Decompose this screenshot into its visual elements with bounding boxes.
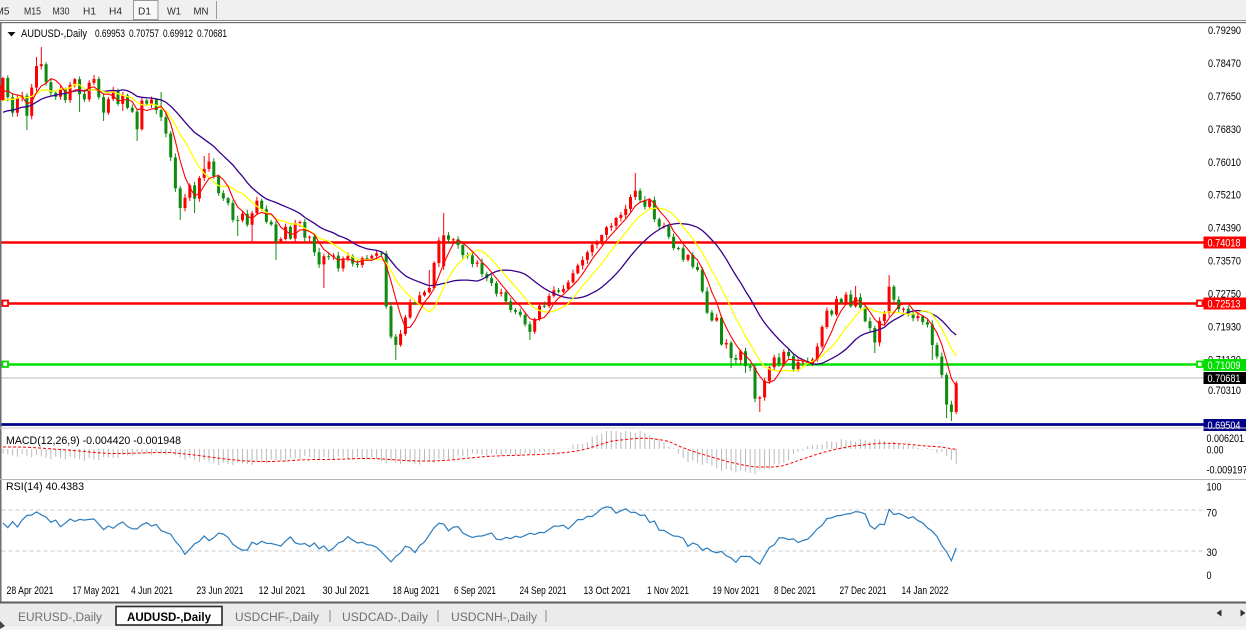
svg-text:W1: W1 bbox=[167, 6, 181, 18]
svg-text:AUDUSD-,Daily: AUDUSD-,Daily bbox=[21, 28, 87, 40]
svg-text:AUDUSD-,Daily: AUDUSD-,Daily bbox=[127, 612, 212, 624]
svg-text:27 Dec 2021: 27 Dec 2021 bbox=[840, 585, 887, 597]
svg-text:D1: D1 bbox=[138, 6, 151, 18]
svg-text:0.70681: 0.70681 bbox=[1208, 373, 1241, 385]
svg-text:8 Dec 2021: 8 Dec 2021 bbox=[774, 585, 816, 597]
svg-text:24 Sep 2021: 24 Sep 2021 bbox=[520, 585, 567, 597]
svg-text:0.00: 0.00 bbox=[1207, 445, 1224, 457]
svg-text:0.74390: 0.74390 bbox=[1208, 222, 1241, 234]
svg-text:0.78470: 0.78470 bbox=[1208, 58, 1241, 70]
svg-text:0.75210: 0.75210 bbox=[1208, 189, 1241, 201]
svg-text:RSI(14) 40.4383: RSI(14) 40.4383 bbox=[6, 481, 84, 493]
svg-text:0.006201: 0.006201 bbox=[1207, 433, 1245, 445]
svg-text:USDCNH-,Daily: USDCNH-,Daily bbox=[451, 612, 537, 624]
svg-text:0.71009: 0.71009 bbox=[1208, 360, 1241, 372]
svg-text:12 Jul 2021: 12 Jul 2021 bbox=[259, 585, 306, 597]
svg-text:USDCHF-,Daily: USDCHF-,Daily bbox=[235, 612, 319, 624]
svg-text:0.76010: 0.76010 bbox=[1208, 157, 1241, 169]
svg-text:USDCAD-,Daily: USDCAD-,Daily bbox=[342, 612, 428, 624]
svg-text:0.73570: 0.73570 bbox=[1208, 255, 1241, 267]
svg-text:0.70681: 0.70681 bbox=[197, 28, 227, 40]
svg-text:0.69504: 0.69504 bbox=[1208, 420, 1241, 432]
svg-text:4 Jun 2021: 4 Jun 2021 bbox=[131, 585, 173, 597]
svg-text:MN: MN bbox=[194, 6, 209, 18]
svg-text:23 Jun 2021: 23 Jun 2021 bbox=[197, 585, 244, 597]
svg-text:H1: H1 bbox=[83, 6, 96, 18]
svg-text:-0.009197: -0.009197 bbox=[1207, 464, 1246, 476]
svg-text:28 Apr 2021: 28 Apr 2021 bbox=[7, 585, 54, 597]
svg-text:0: 0 bbox=[1207, 570, 1212, 582]
svg-text:19 Nov 2021: 19 Nov 2021 bbox=[713, 585, 760, 597]
svg-text:0.72750: 0.72750 bbox=[1208, 288, 1241, 300]
svg-text:0.79290: 0.79290 bbox=[1208, 25, 1241, 37]
svg-text:100: 100 bbox=[1207, 482, 1222, 494]
svg-text:13 Oct 2021: 13 Oct 2021 bbox=[584, 585, 631, 597]
svg-text:17 May 2021: 17 May 2021 bbox=[73, 585, 120, 597]
svg-text:EURUSD-,Daily: EURUSD-,Daily bbox=[18, 612, 102, 624]
svg-text:14 Jan 2022: 14 Jan 2022 bbox=[902, 585, 949, 597]
svg-text:0.74018: 0.74018 bbox=[1208, 238, 1241, 250]
svg-text:MACD(12,26,9) -0.004420 -0.001: MACD(12,26,9) -0.004420 -0.001948 bbox=[6, 435, 181, 447]
svg-text:M15: M15 bbox=[24, 6, 41, 18]
svg-text:0.76830: 0.76830 bbox=[1208, 124, 1241, 136]
svg-text:M30: M30 bbox=[53, 6, 70, 18]
svg-text:0.71930: 0.71930 bbox=[1208, 321, 1241, 333]
svg-text:18 Aug 2021: 18 Aug 2021 bbox=[393, 585, 440, 597]
svg-text:0.69912: 0.69912 bbox=[163, 28, 193, 40]
svg-text:H4: H4 bbox=[109, 6, 122, 18]
svg-text:0.70757: 0.70757 bbox=[129, 28, 159, 40]
svg-text:0.69953: 0.69953 bbox=[95, 28, 125, 40]
svg-text:70: 70 bbox=[1207, 507, 1218, 519]
svg-text:6 Sep 2021: 6 Sep 2021 bbox=[454, 585, 496, 597]
svg-text:0.72513: 0.72513 bbox=[1208, 299, 1241, 311]
svg-text:M5: M5 bbox=[0, 6, 10, 18]
svg-text:30 Jul 2021: 30 Jul 2021 bbox=[323, 585, 370, 597]
svg-text:30: 30 bbox=[1207, 547, 1218, 559]
svg-text:1 Nov 2021: 1 Nov 2021 bbox=[647, 585, 689, 597]
svg-text:0.77650: 0.77650 bbox=[1208, 91, 1241, 103]
svg-text:0.70310: 0.70310 bbox=[1208, 385, 1241, 397]
